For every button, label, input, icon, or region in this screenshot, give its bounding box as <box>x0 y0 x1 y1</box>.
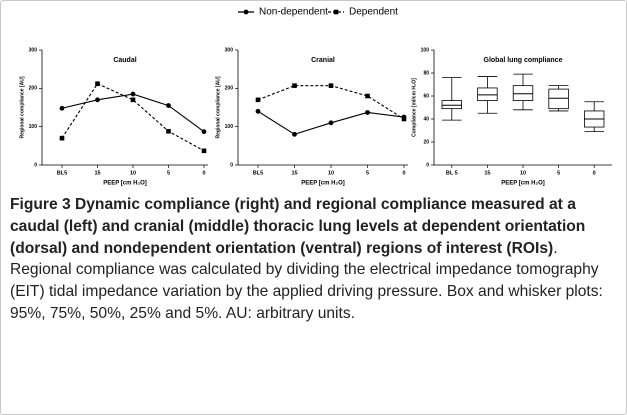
marker <box>201 148 207 154</box>
marker <box>243 9 249 15</box>
y-tick-label: 20 <box>423 139 429 145</box>
marker <box>333 9 339 15</box>
marker <box>166 103 171 108</box>
x-tick-label: BL 5 <box>446 170 458 176</box>
box <box>512 85 534 102</box>
x-tick-label: BL5 <box>57 170 67 176</box>
y-tick-label: 100 <box>225 124 234 130</box>
marker <box>292 131 297 137</box>
x-axis-label: PEEP [cm H₂O] <box>103 181 147 187</box>
box <box>548 88 569 110</box>
y-tick-label: 0 <box>230 162 233 168</box>
x-tick-label: 5 <box>366 170 369 176</box>
y-tick-label: 200 <box>29 86 38 92</box>
legend-label: Non-dependent <box>259 7 328 18</box>
y-tick-label: 0 <box>34 162 37 168</box>
x-tick-label: 5 <box>167 170 170 176</box>
y-tick-label: 80 <box>423 70 429 76</box>
x-tick-label: 10 <box>130 170 136 176</box>
x-tick-label: 0 <box>402 170 405 176</box>
y-tick-label: 300 <box>29 47 38 53</box>
marker <box>59 105 65 111</box>
caption-text: . Regional compliance was calculated by … <box>10 239 603 322</box>
y-axis-label: Regional compliance [AU] <box>19 76 25 138</box>
x-tick-label: 15 <box>484 170 490 176</box>
y-tick-label: 300 <box>225 47 234 53</box>
y-tick-label: 60 <box>423 93 429 99</box>
legend-label: Dependent <box>349 7 398 18</box>
caption-label: Figure 3 <box>10 196 71 213</box>
marker <box>201 129 207 135</box>
box <box>477 87 498 101</box>
chart-title: Global lung compliance <box>484 57 563 64</box>
marker <box>292 83 297 88</box>
marker <box>365 110 370 115</box>
y-tick-label: 200 <box>225 86 234 92</box>
x-axis-label: PEEP [cm H₂O] <box>301 181 345 187</box>
marker <box>328 120 334 126</box>
marker <box>130 91 136 97</box>
y-tick-label: 40 <box>423 116 429 122</box>
marker <box>166 128 171 134</box>
chart-title: Cranial <box>311 57 335 64</box>
caption-title: Dynamic compliance (right) and regional … <box>10 196 586 257</box>
marker <box>328 83 334 88</box>
marker <box>365 93 370 99</box>
y-tick-label: 0 <box>426 162 429 168</box>
marker <box>401 116 407 122</box>
figure: Non-dependent DependentCaudal0100200300BL… <box>19 7 612 187</box>
marker <box>130 97 136 103</box>
x-tick-label: 5 <box>557 170 560 176</box>
chart-title: Caudal <box>113 57 136 64</box>
box <box>441 100 462 110</box>
y-axis-label: Regional compliance [AU] <box>215 76 221 138</box>
x-tick-label: 0 <box>593 170 596 176</box>
x-tick-label: 15 <box>291 170 297 176</box>
marker <box>255 97 261 103</box>
y-axis-label: Compliance [ml/cm H₂O] <box>411 78 417 137</box>
marker <box>95 97 100 103</box>
caption: Figure 3 Dynamic compliance (right) and … <box>10 194 618 325</box>
x-tick-label: BL5 <box>253 170 263 176</box>
marker <box>59 135 65 141</box>
x-tick-label: 10 <box>520 170 526 176</box>
y-tick-label: 100 <box>29 124 38 130</box>
x-tick-label: 0 <box>202 170 205 176</box>
x-tick-label: 15 <box>94 170 100 176</box>
x-tick-label: 10 <box>328 170 334 176</box>
y-tick-label: 100 <box>421 47 430 53</box>
marker <box>255 108 261 114</box>
x-axis-label: PEEP [cm H₂O] <box>501 181 545 187</box>
marker <box>95 81 100 87</box>
